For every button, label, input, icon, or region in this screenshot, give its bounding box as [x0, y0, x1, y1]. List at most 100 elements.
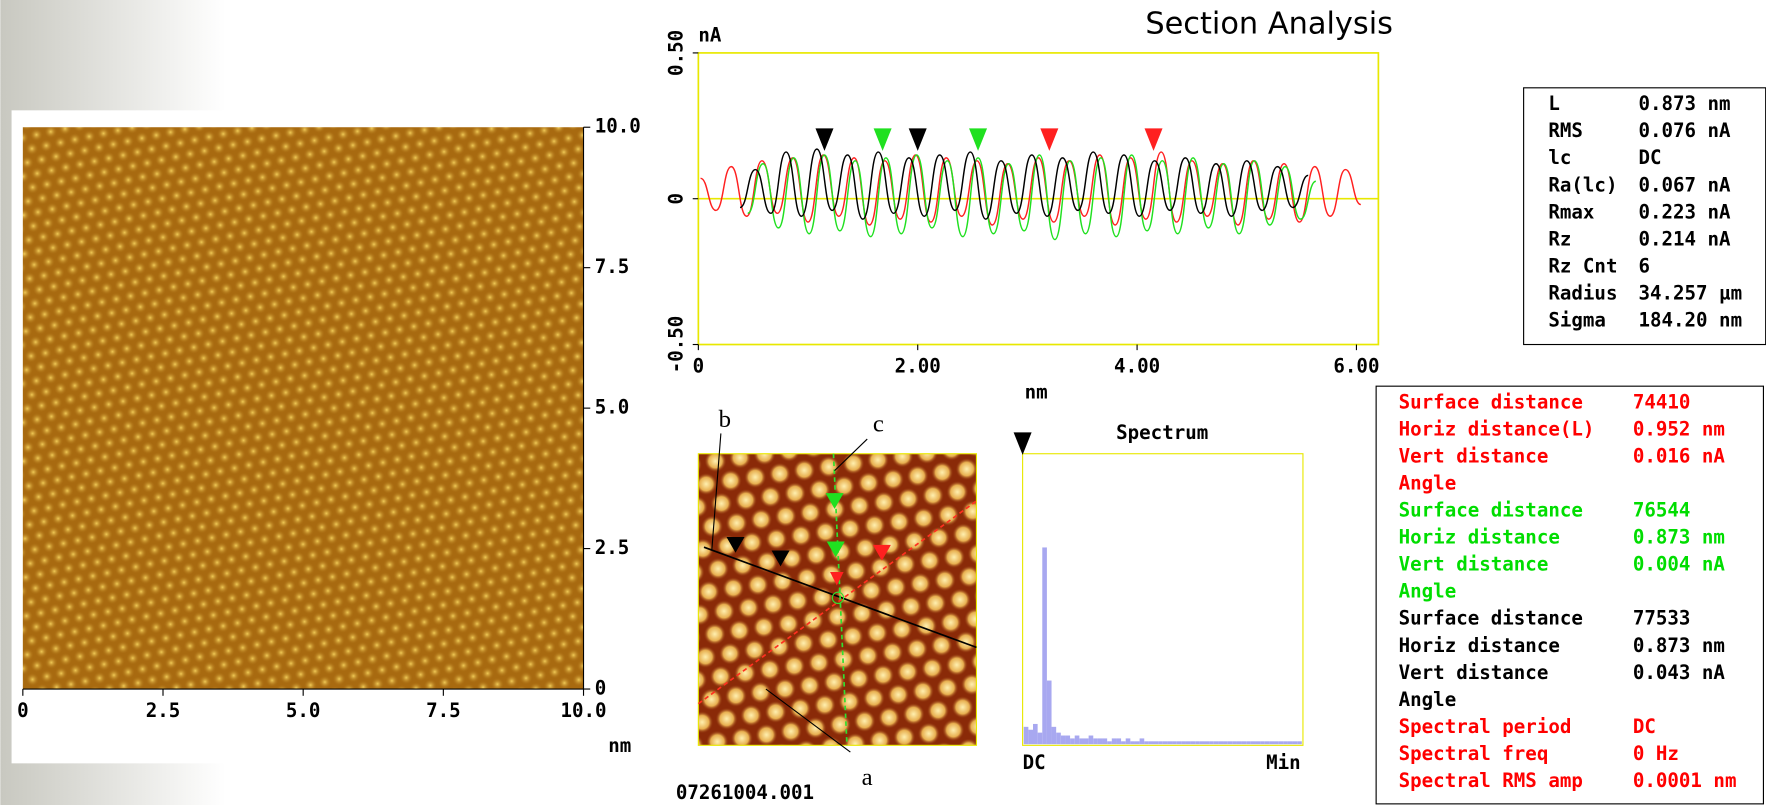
spectrum-bar: [1028, 729, 1034, 745]
image-unit: nm: [608, 734, 631, 757]
measure-label: Vert distance: [1399, 661, 1549, 684]
cursor: [873, 128, 892, 151]
spectrum-bar: [1167, 741, 1173, 745]
measure-value: DC: [1633, 715, 1656, 738]
image-y-label: 10.0: [595, 115, 641, 138]
spectrum-bar: [1297, 741, 1302, 745]
image-x-label: 2.5: [146, 699, 181, 722]
measure-value: 0.873 nm: [1633, 526, 1725, 549]
zoom-cursor: [726, 537, 790, 567]
spectrum-bar: [1204, 741, 1210, 745]
measure-value: 76544: [1633, 499, 1691, 522]
stat-value: DC: [1638, 146, 1661, 169]
spectrum-bar: [1195, 741, 1200, 745]
spectrum-start: DC: [1023, 751, 1046, 774]
image-y-label: 0: [595, 677, 607, 700]
cursor: [1144, 128, 1163, 151]
spectrum-bar: [1111, 738, 1117, 745]
spectrum-bar: [1107, 741, 1112, 745]
x-tick-label: 0: [693, 355, 705, 378]
stats-box: [1523, 87, 1766, 346]
x-tick-label: 2.00: [895, 355, 941, 378]
stat-label: L: [1548, 92, 1560, 115]
stat-label: RMS: [1548, 119, 1583, 142]
stat-value: 0.067 nA: [1638, 173, 1731, 196]
spectrum-bar: [1292, 741, 1298, 745]
image-x-label: 0: [17, 699, 29, 722]
measure-value: 0.0001 nm: [1633, 769, 1737, 792]
spectrum-bar: [1125, 738, 1131, 745]
spectrum-bar: [1227, 741, 1233, 745]
measure-label: Angle: [1399, 472, 1457, 495]
zoom-center: [831, 591, 845, 605]
spectrum-bar: [1199, 741, 1205, 745]
measure-value: 74410: [1633, 391, 1691, 414]
spectrum-bar: [1236, 741, 1242, 745]
measure-label: Surface distance: [1399, 607, 1583, 630]
spectrum-bar: [1162, 741, 1168, 745]
spectrum-bar: [1139, 738, 1145, 745]
x-label: nm: [1025, 380, 1048, 403]
spectrum-cursor: [1013, 432, 1032, 455]
spectrum-bar: [1065, 735, 1071, 745]
spectrum-bar: [1213, 741, 1219, 745]
measure-label: Surface distance: [1399, 499, 1583, 522]
spectrum-bar: [1102, 738, 1108, 745]
measure-label: Horiz distance(L): [1399, 418, 1595, 441]
spectrum-bar: [1046, 680, 1052, 745]
measure-label: Horiz distance: [1399, 526, 1560, 549]
stat-value: 0.076 nA: [1638, 119, 1731, 142]
spectrum-bar: [1023, 726, 1029, 745]
spectrum-bar: [1074, 735, 1080, 745]
spectrum-title: Spectrum: [1116, 421, 1208, 444]
measure-label: Spectral period: [1399, 715, 1572, 738]
measure-label: Angle: [1399, 688, 1457, 711]
stat-value: 0.214 nA: [1638, 227, 1731, 250]
profile-line: [747, 154, 1317, 241]
image-y-label: 5.0: [595, 396, 630, 419]
spectrum-bar: [1250, 741, 1256, 745]
spectrum-bar: [1172, 741, 1177, 745]
spectrum-bar: [1093, 738, 1098, 745]
measure-value: 77533: [1633, 607, 1691, 630]
spectrum-bar: [1088, 735, 1094, 745]
stat-label: lc: [1548, 146, 1571, 169]
spectrum-bar: [1148, 741, 1154, 745]
spectrum-bar: [1083, 738, 1089, 745]
spectrum-bar: [1278, 741, 1284, 745]
stat-label: Sigma: [1548, 308, 1606, 331]
zoom-cursor: [825, 493, 845, 558]
label-a: a: [862, 764, 873, 791]
y-unit: nA: [698, 24, 722, 47]
measure-label: Horiz distance: [1399, 634, 1560, 657]
spectrum-bar: [1209, 741, 1214, 745]
spectrum-bar: [1158, 741, 1163, 745]
measure-label: Vert distance: [1399, 445, 1549, 468]
cursor: [815, 128, 834, 151]
x-tick-label: 4.00: [1114, 355, 1160, 378]
spectrum-bar: [1060, 735, 1066, 745]
image-x-label: 5.0: [286, 699, 321, 722]
profile-line: [700, 151, 1362, 226]
image-x-label: 7.5: [426, 699, 461, 722]
stat-label: Rz: [1548, 227, 1571, 250]
stat-label: Ra(lc): [1548, 173, 1617, 196]
spectrum-bar: [1116, 738, 1122, 745]
profile-line: [739, 148, 1309, 220]
cursor: [1040, 128, 1059, 151]
spectrum-bar: [1181, 741, 1186, 745]
image-y-label: 7.5: [595, 255, 630, 278]
spectrum-bar: [1079, 738, 1084, 745]
measure-value: 0.952 nm: [1633, 418, 1725, 441]
afm-image: [22, 127, 584, 690]
measure-value: 0.016 nA: [1633, 445, 1726, 468]
spectrum-bar: [1264, 741, 1270, 745]
spectrum-bar: [1176, 741, 1182, 745]
measure-label: Surface distance: [1399, 391, 1583, 414]
spectrum-bar: [1218, 741, 1224, 745]
spectrum-bar: [1223, 741, 1228, 745]
spectrum-bar: [1232, 741, 1237, 745]
spectrum-bar: [1056, 732, 1061, 745]
